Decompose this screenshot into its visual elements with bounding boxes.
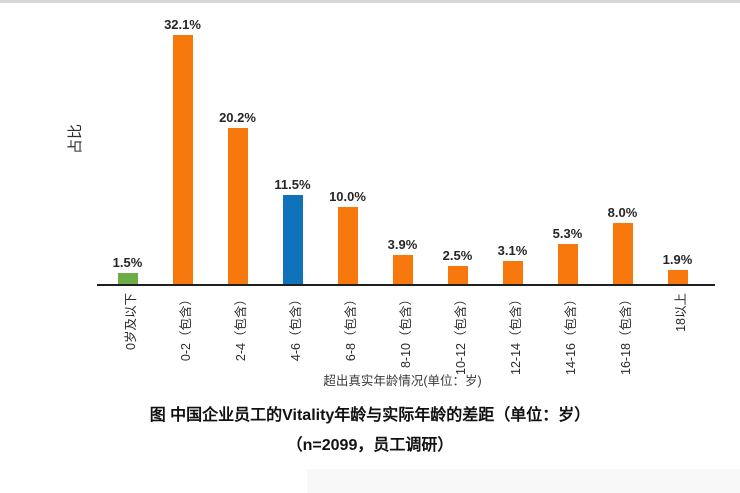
x-tick-label: 6-8（包含） [343,293,358,362]
x-tick-label: 8-10（包含） [398,293,413,369]
bar [612,223,633,285]
figure-subcaption: （n=2099，员工调研） [286,437,454,454]
top-divider [0,0,740,3]
x-tick-label: 4-6（包含） [288,293,303,362]
bar-value-label: 5.3% [552,226,583,241]
bar-column: 32.1% [155,0,210,285]
bar-column: 5.3% [540,0,595,285]
y-axis-label: 占比 [64,124,84,164]
bar-column: 3.1% [485,0,540,285]
bar-column: 1.9% [650,0,705,285]
bar-column: 20.2% [210,0,265,285]
bar-value-label: 3.1% [497,243,528,258]
x-tick-label: 0岁及以下 [123,293,138,350]
y-axis-label-text: 占比 [67,124,84,155]
bar-value-label: 11.5% [274,177,311,192]
bar-column: 10.0% [320,0,375,285]
x-tick-label: 2-4（包含） [233,293,248,362]
bar-column: 2.5% [430,0,485,285]
bar-column: 8.0% [595,0,650,285]
bar [502,261,523,285]
bar-value-label: 1.5% [112,255,143,270]
bar-value-label: 8.0% [607,205,638,220]
bar-column: 1.5% [100,0,155,285]
bar [117,273,138,285]
bar [227,128,248,285]
bar [557,244,578,285]
x-tick-label: 16-18（包含） [618,293,633,375]
x-tick-label: 18以上 [673,293,688,332]
bar-value-label: 10.0% [329,189,366,204]
bar-value-label: 32.1% [164,17,201,32]
x-axis-title: 超出真实年龄情况(单位：岁) [323,374,482,388]
x-tick-label: 12-14（包含） [508,293,523,375]
bar-value-label: 1.9% [662,252,693,267]
bar-value-label: 20.2% [219,110,256,125]
plot-area: 1.5% 32.1% 20.2% 11.5% 10.0% 3.9% 2.5% [100,0,705,285]
bar-value-label: 3.9% [387,237,418,252]
x-tick-label: 14-16（包含） [563,293,578,375]
bar [337,207,358,285]
x-axis-line [97,284,715,286]
bar [667,270,688,285]
x-tick-label: 0-2（包含） [178,293,193,362]
bar [282,195,303,285]
bar [447,266,468,285]
bottom-divider [307,469,740,493]
bar [172,35,193,285]
bar [392,255,413,285]
bar-value-label: 2.5% [442,248,473,263]
bar-column: 11.5% [265,0,320,285]
bar-column: 3.9% [375,0,430,285]
x-tick-label: 10-12（包含） [453,293,468,375]
figure-caption: 图 中国企业员工的Vitality年龄与实际年龄的差距（单位：岁） [149,407,591,424]
